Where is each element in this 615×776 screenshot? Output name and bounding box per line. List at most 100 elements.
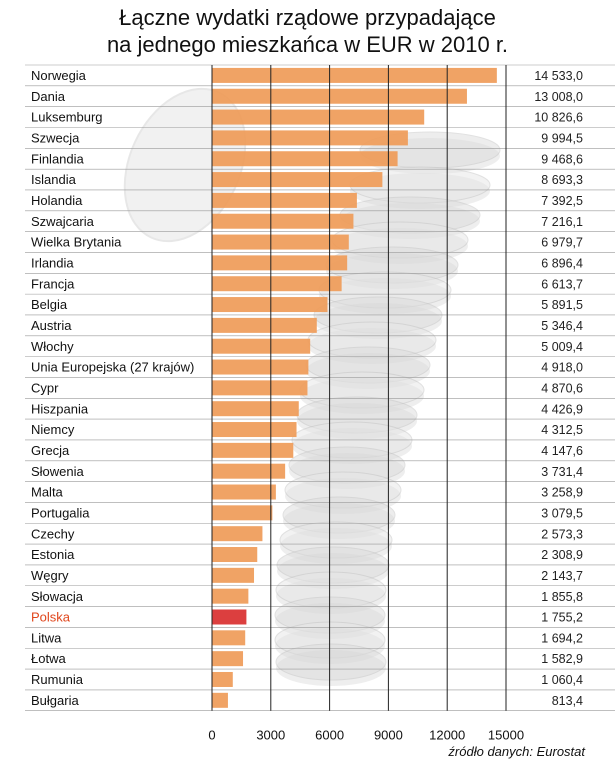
value-label: 3 079,5 [541, 506, 583, 520]
row-lines [25, 64, 615, 712]
value-label: 4 147,6 [541, 444, 583, 458]
x-axis-ticks: 0 3000 6000 9000 12000 15000 [208, 728, 524, 743]
bar [212, 276, 342, 292]
bar [212, 588, 249, 604]
value-label: 1 060,4 [541, 673, 583, 687]
category-label: Unia Europejska (27 krajów) [31, 360, 194, 375]
value-label: 3 731,4 [541, 465, 583, 479]
bar [212, 338, 311, 354]
value-label: 6 613,7 [541, 277, 583, 291]
value-label: 1 855,8 [541, 590, 583, 604]
category-label: Słowacja [31, 589, 84, 604]
value-label: 4 426,9 [541, 402, 583, 416]
x-tick-label: 0 [208, 728, 215, 743]
bar [212, 151, 398, 167]
category-label: Bułgaria [31, 693, 79, 708]
category-label: Dania [31, 89, 66, 104]
bar [212, 380, 308, 396]
value-label: 5 891,5 [541, 298, 583, 312]
x-tick-label: 6000 [315, 728, 344, 743]
category-label: Islandia [31, 172, 77, 187]
value-label: 7 216,1 [541, 215, 583, 229]
value-label: 6 979,7 [541, 236, 583, 250]
value-label: 4 918,0 [541, 361, 583, 375]
value-label: 7 392,5 [541, 194, 583, 208]
category-label: Estonia [31, 547, 75, 562]
bar [212, 422, 297, 438]
value-label: 2 143,7 [541, 569, 583, 583]
bar [212, 651, 244, 667]
value-label: 4 312,5 [541, 423, 583, 437]
category-label: Polska [31, 610, 71, 625]
bars [212, 67, 497, 708]
bar [212, 88, 467, 104]
category-label: Wielka Brytania [31, 235, 122, 250]
category-label: Niemcy [31, 422, 75, 437]
value-label: 2 308,9 [541, 548, 583, 562]
x-tick-label: 15000 [488, 728, 524, 743]
bar [212, 692, 228, 708]
category-label: Portugalia [31, 505, 90, 520]
bar [212, 192, 357, 208]
value-label: 4 870,6 [541, 381, 583, 395]
bar [212, 442, 294, 458]
bar [212, 359, 309, 375]
bar [212, 505, 273, 521]
bar [212, 317, 317, 333]
category-label: Łotwa [31, 651, 66, 666]
category-label: Francja [31, 276, 75, 291]
category-label: Cypr [31, 380, 59, 395]
category-label: Norwegia [31, 68, 87, 83]
category-label: Czechy [31, 526, 75, 541]
value-label: 9 994,5 [541, 131, 583, 145]
x-tick-label: 12000 [429, 728, 465, 743]
title-line-2: na jednego mieszkańca w EUR w 2010 r. [106, 32, 509, 57]
value-label: 5 009,4 [541, 340, 583, 354]
category-label: Malta [31, 485, 64, 500]
category-label: Holandia [31, 193, 83, 208]
category-label: Włochy [31, 339, 74, 354]
bar [212, 401, 299, 417]
bar [212, 234, 349, 250]
category-label: Szwajcaria [31, 214, 95, 229]
category-label: Rumunia [31, 672, 84, 687]
value-label: 14 533,0 [534, 69, 583, 83]
category-label: Luksemburg [31, 110, 103, 125]
bar [212, 213, 354, 229]
bar [212, 109, 425, 125]
grid-lines [211, 65, 507, 711]
value-label: 8 693,3 [541, 173, 583, 187]
bar [212, 526, 263, 542]
bar [212, 671, 233, 687]
value-label: 3 258,9 [541, 486, 583, 500]
source-note: źródło danych: Eurostat [448, 744, 585, 759]
bar [212, 172, 383, 188]
category-label: Litwa [31, 630, 62, 645]
value-label: 1 755,2 [541, 611, 583, 625]
bar [212, 630, 246, 646]
category-label: Słowenia [31, 464, 85, 479]
chart-title: Łączne wydatki rządowe przypadające na j… [0, 4, 615, 58]
value-label: 5 346,4 [541, 319, 583, 333]
value-labels: 14 533,0 13 008,0 10 826,6 9 994,5 9 468,6 8 … [534, 69, 583, 708]
value-label: 13 008,0 [534, 90, 583, 104]
coin [275, 643, 387, 681]
category-label: Finlandia [31, 151, 85, 166]
category-label: Hiszpania [31, 401, 89, 416]
category-labels: Norwegia Dania Luksemburg Szwecja Finlandia I… [31, 68, 194, 708]
x-tick-label: 9000 [374, 728, 403, 743]
bar [212, 130, 408, 146]
category-label: Szwecja [31, 130, 80, 145]
category-label: Grecja [31, 443, 70, 458]
category-label: Belgia [31, 297, 68, 312]
category-label: Węgry [31, 568, 69, 583]
value-label: 9 468,6 [541, 152, 583, 166]
value-label: 813,4 [552, 694, 583, 708]
value-label: 1 694,2 [541, 631, 583, 645]
category-label: Austria [31, 318, 72, 333]
bar [212, 297, 328, 313]
category-label: Irlandia [31, 255, 74, 270]
x-tick-label: 3000 [256, 728, 285, 743]
bar [212, 547, 258, 563]
